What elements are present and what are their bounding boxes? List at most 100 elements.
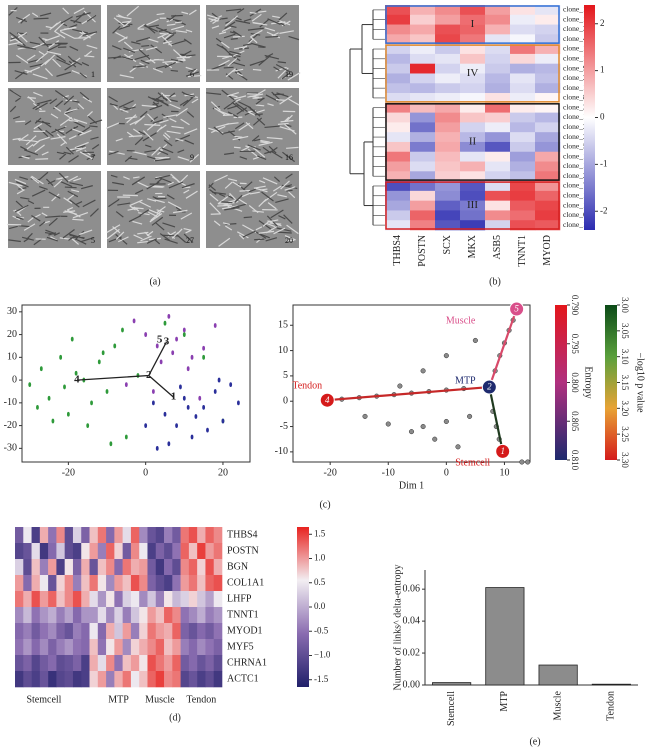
heatmap-cell [410,83,436,94]
cell-streak [284,123,297,135]
colorbar [605,305,617,460]
heatmap-cell [485,161,511,172]
panel-label: (d) [169,712,181,723]
heatmap-cell [213,575,223,592]
cell-point [443,353,449,359]
cell-streak [23,237,30,243]
point [186,404,190,410]
cell-point [525,459,531,465]
cell-streak [163,114,178,118]
cell-streak [147,155,156,160]
heatmap-cell [147,623,157,640]
heatmap-cell [510,151,536,162]
cell-streak [152,119,164,124]
heatmap-cell [510,102,536,113]
heatmap-cell [180,639,190,656]
cell-streak [224,181,233,189]
cell-streak [41,212,48,217]
heatmap-cell [81,671,90,688]
x-tick-label: -20 [62,467,75,478]
heatmap-cell [435,181,461,192]
heatmap-cell [139,671,148,688]
cell-streak [249,36,258,44]
cell-streak [273,227,286,235]
heatmap-cell [485,141,511,153]
cell-streak [232,68,244,72]
row-label: clone_11 [563,44,590,53]
cell-streak [252,97,263,99]
cell-streak [160,92,172,103]
heatmap-cell [188,543,198,560]
point [151,389,155,394]
cell-streak [38,50,45,56]
node-label: 2 [146,369,152,381]
cell-streak [152,101,159,108]
cell-streak [258,55,271,66]
cell-streak [27,96,36,99]
cell-streak [73,7,85,15]
heatmap-cell [435,132,461,143]
cell-streak [232,181,242,188]
point [237,400,240,406]
heatmap-cell [205,575,215,592]
heatmap-cell [205,623,215,640]
heatmap-cell [139,543,148,560]
row-label: clone_1 [563,83,587,92]
heatmap-cell [460,210,486,221]
point [182,332,186,337]
point [182,327,186,333]
row-label: clone_16 [563,54,591,63]
cell-point [362,413,368,419]
cell-streak [284,235,296,241]
heatmap-cell [213,623,223,640]
heatmap-cell [89,623,99,640]
cell-streak [16,31,28,39]
cell-streak [281,73,290,80]
heatmap-cell [180,559,190,576]
heatmap-cell [147,527,157,544]
cell-streak [231,101,244,112]
cell-streak [242,224,257,233]
cell-streak [225,15,239,27]
heatmap-cell [39,575,49,592]
cell-streak [258,46,265,49]
cell-streak [63,27,77,30]
cell-streak [86,14,97,22]
cell-streak [206,14,223,20]
heatmap-cell [385,190,411,201]
cell-streak [58,172,69,183]
cell-streak [75,146,87,152]
cell-streak [161,113,169,119]
cell-streak [264,54,280,60]
heatmap-cell [130,655,140,672]
point [63,384,66,390]
colorbar-tick-label: -2 [600,205,608,215]
cell-streak [142,130,154,141]
colorbar-tick-label: 0.5 [314,577,326,587]
cell-streak [241,192,251,198]
cell-streak [59,153,67,160]
heatmap-cell [197,559,206,576]
heatmap-cell [31,655,41,672]
cell-streak [33,17,49,20]
heatmap-cell [56,607,65,624]
cell-streak [47,43,61,52]
heatmap-cell [435,63,461,74]
heatmap-cell [39,623,49,640]
cell-streak [10,36,19,40]
cell-streak [48,191,61,199]
cell-streak [34,117,42,124]
tile-number: 1 [91,70,95,79]
cell-streak [76,144,86,149]
heatmap-cell [535,112,561,123]
group-label: Tendon [186,694,216,705]
heatmap-cell [460,161,486,172]
cell-streak [29,41,41,45]
panel-label: (c) [319,499,330,510]
cell-streak [68,236,75,241]
cell-streak [233,146,241,149]
cell-streak [14,204,29,213]
heatmap-cell [89,559,99,576]
heatmap-cell [23,559,32,576]
column-label: POSTN [417,235,428,267]
